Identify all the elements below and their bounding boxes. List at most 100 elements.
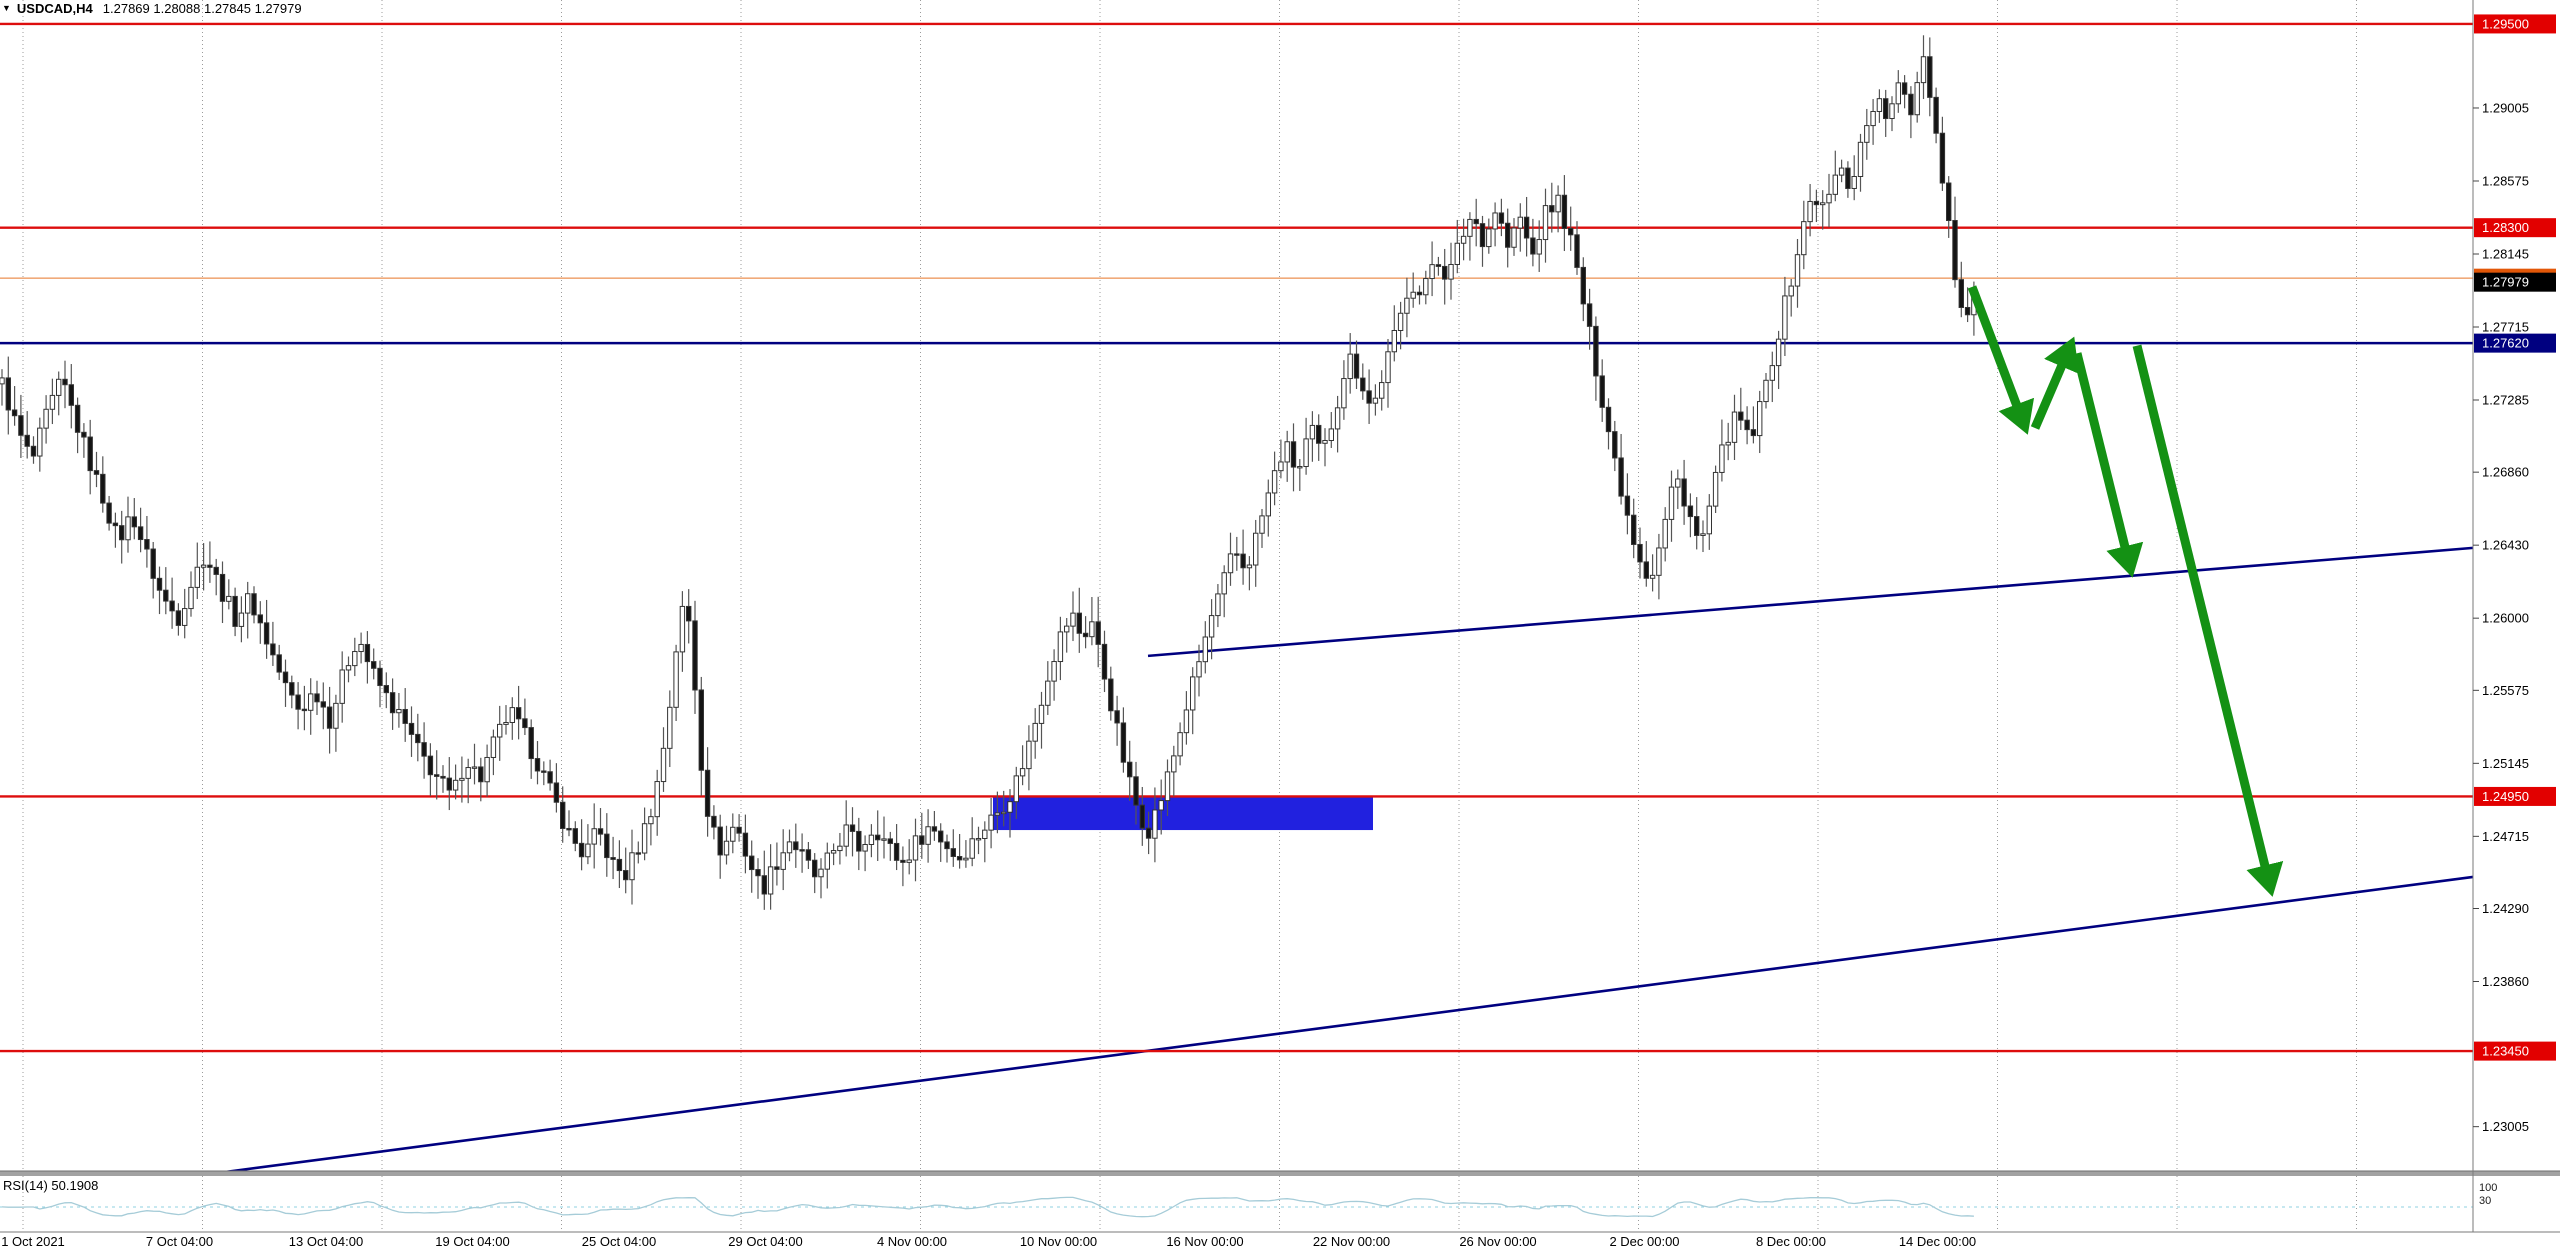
candle-body — [956, 856, 963, 861]
price-axis-scale[interactable]: 1.29005 1.28575 1.28145 1.27715 1.27285 1.268… — [2473, 100, 2529, 1134]
candle-body — [131, 516, 138, 528]
candle-body — [1246, 564, 1253, 569]
collapse-chart-icon[interactable]: ▼ — [2, 3, 11, 13]
candle-body — [1202, 636, 1208, 663]
candle-body — [1542, 205, 1549, 241]
candle-body — [1687, 505, 1694, 518]
candle-body — [528, 727, 534, 760]
candle-body — [11, 409, 18, 417]
candle-body — [1001, 811, 1007, 815]
candle-body — [1946, 182, 1952, 222]
candle-body — [862, 843, 868, 852]
candle-body — [1624, 495, 1631, 516]
candle-body — [43, 408, 49, 429]
candle-body — [541, 770, 547, 773]
candle-body — [74, 404, 81, 433]
candle-body — [1719, 444, 1725, 473]
candle-body — [1278, 461, 1284, 472]
candle-body — [1265, 492, 1271, 517]
candle-body — [1498, 212, 1505, 224]
candle-body — [1586, 303, 1593, 327]
candle-body — [1284, 441, 1290, 463]
candle-body — [1927, 56, 1933, 98]
candle-body — [1057, 631, 1064, 663]
demand-zone-rectangle[interactable] — [993, 797, 1373, 831]
price-level-badge-label: 1.29500 — [2482, 16, 2529, 31]
candle-body — [1964, 306, 1971, 316]
candle-body — [434, 774, 440, 777]
price-tick-label: 1.27715 — [2482, 319, 2529, 334]
candle-body — [837, 845, 843, 852]
candle-body — [723, 840, 730, 856]
candle-body — [1492, 212, 1498, 230]
candle-body — [660, 747, 667, 783]
candle-body — [988, 814, 994, 831]
candle-body — [1070, 612, 1076, 627]
candle-body — [1152, 809, 1158, 839]
candle-body — [1082, 632, 1089, 638]
candle-body — [1460, 235, 1467, 244]
candle-body — [1681, 478, 1687, 507]
candle-body — [440, 775, 446, 779]
price-level-badge-label: 1.27620 — [2482, 336, 2529, 351]
candle-body — [1334, 407, 1341, 430]
candle-body — [232, 595, 238, 627]
forecast-arrow[interactable] — [2132, 344, 2284, 897]
candle-body — [1316, 424, 1322, 444]
candle-body — [1227, 553, 1234, 574]
candle-body — [1908, 93, 1914, 116]
time-axis-scale[interactable]: 1 Oct 2021 7 Oct 04:00 13 Oct 04:00 19 Oct … — [1, 1234, 1976, 1249]
candle-body — [761, 875, 767, 895]
candle-body — [1190, 676, 1196, 711]
forecast-arrow[interactable] — [2030, 336, 2079, 430]
candle-body — [1347, 353, 1353, 380]
candle-body — [641, 823, 648, 854]
candle-body — [339, 669, 345, 704]
forecast-arrow[interactable] — [1967, 285, 2035, 435]
candle-body — [1208, 615, 1215, 638]
candle-body — [585, 843, 591, 858]
candle-body — [1215, 593, 1221, 617]
candle-body — [276, 654, 282, 673]
outer-ascending-trendline[interactable] — [224, 875, 2474, 1174]
candle-body — [1536, 239, 1542, 255]
candle-body — [963, 857, 969, 861]
candle-body — [1341, 378, 1347, 409]
candle-body — [137, 526, 144, 541]
price-tick-label: 1.28575 — [2482, 173, 2529, 188]
candle-body — [1939, 132, 1946, 184]
candle-body — [1599, 375, 1605, 408]
candle-body — [1618, 457, 1624, 497]
candle-body — [629, 852, 635, 881]
candle-body — [238, 612, 245, 627]
candle-body — [383, 685, 390, 694]
time-axis-label: 7 Oct 04:00 — [146, 1234, 213, 1249]
candle-body — [1706, 505, 1712, 535]
candle-body — [1668, 486, 1675, 520]
candle-body — [1675, 478, 1681, 488]
candle-body — [389, 692, 396, 714]
candle-body — [484, 756, 490, 783]
price-level-badges: 1.29500 1.28300 1.27979 1.27620 1.24950 1.234… — [2474, 14, 2556, 1061]
candle-body — [207, 564, 213, 568]
candle-body — [1101, 643, 1108, 680]
candle-body — [452, 779, 459, 791]
inner-ascending-trendline[interactable] — [1147, 546, 2474, 658]
candle-body — [1914, 82, 1920, 116]
candle-body — [944, 841, 950, 850]
candle-body — [150, 548, 156, 579]
candle-body — [169, 600, 175, 612]
candle-body — [1801, 221, 1807, 256]
panel-separator[interactable] — [0, 1171, 2560, 1176]
candle-body — [446, 777, 453, 791]
candle-body — [471, 766, 478, 769]
candle-body — [1416, 291, 1423, 296]
candle-body — [1026, 740, 1032, 770]
candle-body — [931, 826, 938, 832]
candle-body — [1240, 553, 1246, 569]
candle-body — [667, 706, 673, 749]
forecast-arrow[interactable] — [2072, 352, 2144, 578]
time-axis-label: 2 Dec 00:00 — [1609, 1234, 1679, 1249]
candle-body — [875, 834, 881, 841]
